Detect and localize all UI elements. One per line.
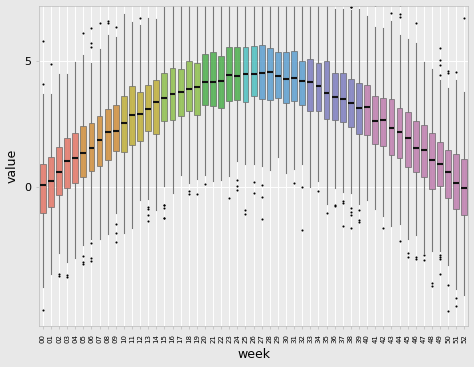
PathPatch shape [397, 108, 402, 158]
PathPatch shape [316, 63, 321, 111]
PathPatch shape [413, 121, 419, 172]
PathPatch shape [186, 62, 191, 111]
PathPatch shape [210, 52, 216, 106]
X-axis label: week: week [237, 348, 270, 361]
PathPatch shape [227, 47, 232, 101]
PathPatch shape [259, 45, 264, 99]
PathPatch shape [129, 86, 135, 145]
PathPatch shape [462, 159, 467, 215]
PathPatch shape [275, 52, 281, 98]
PathPatch shape [218, 56, 224, 108]
PathPatch shape [137, 92, 143, 141]
PathPatch shape [154, 80, 159, 134]
PathPatch shape [113, 105, 118, 151]
PathPatch shape [40, 164, 46, 213]
PathPatch shape [445, 149, 451, 198]
PathPatch shape [178, 69, 183, 116]
PathPatch shape [308, 59, 313, 111]
Y-axis label: value: value [6, 149, 18, 183]
PathPatch shape [251, 46, 256, 96]
PathPatch shape [340, 73, 346, 121]
PathPatch shape [194, 63, 200, 115]
PathPatch shape [105, 109, 110, 160]
PathPatch shape [364, 85, 370, 135]
PathPatch shape [202, 54, 208, 105]
PathPatch shape [299, 61, 305, 105]
PathPatch shape [348, 79, 354, 127]
PathPatch shape [64, 138, 70, 188]
PathPatch shape [56, 147, 62, 195]
PathPatch shape [437, 142, 443, 186]
PathPatch shape [243, 47, 248, 102]
PathPatch shape [48, 157, 54, 207]
PathPatch shape [162, 73, 167, 121]
PathPatch shape [429, 133, 435, 189]
PathPatch shape [81, 126, 86, 177]
PathPatch shape [332, 73, 337, 120]
PathPatch shape [389, 99, 394, 155]
PathPatch shape [170, 68, 175, 120]
PathPatch shape [89, 123, 94, 171]
PathPatch shape [283, 52, 289, 103]
PathPatch shape [146, 85, 151, 131]
PathPatch shape [356, 83, 362, 134]
PathPatch shape [381, 98, 386, 146]
PathPatch shape [405, 112, 410, 167]
PathPatch shape [97, 116, 102, 166]
PathPatch shape [453, 155, 459, 210]
PathPatch shape [235, 47, 240, 100]
PathPatch shape [372, 96, 378, 144]
PathPatch shape [121, 96, 127, 152]
PathPatch shape [73, 133, 78, 183]
PathPatch shape [267, 48, 273, 101]
PathPatch shape [324, 61, 329, 119]
PathPatch shape [421, 125, 427, 177]
PathPatch shape [291, 51, 297, 101]
